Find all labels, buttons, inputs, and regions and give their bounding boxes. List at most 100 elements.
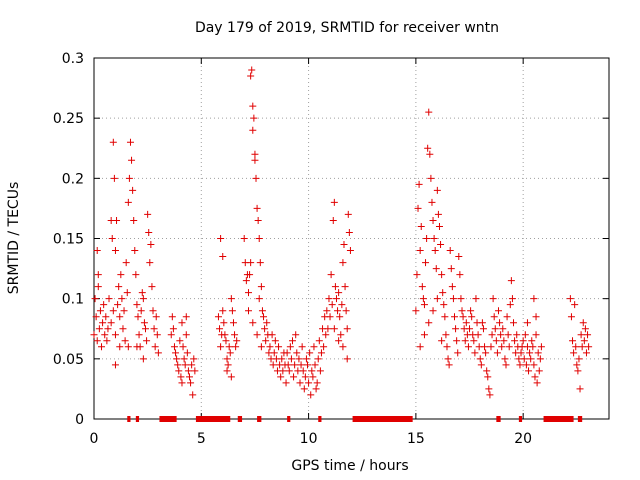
data-point — [168, 313, 176, 321]
data-point — [133, 343, 141, 351]
data-point — [271, 337, 279, 345]
data-point — [420, 331, 428, 339]
data-point — [268, 331, 276, 339]
data-point — [438, 337, 446, 345]
data-point — [335, 289, 343, 297]
data-point — [429, 216, 437, 224]
data-point — [283, 349, 291, 357]
data-point — [337, 331, 345, 339]
data-point — [290, 373, 298, 381]
data-point — [576, 385, 584, 393]
data-point — [262, 337, 270, 345]
data-point — [536, 355, 544, 363]
data-point — [483, 367, 491, 375]
data-point — [249, 319, 257, 327]
data-point — [223, 367, 231, 375]
data-point — [485, 385, 493, 393]
data-point — [497, 331, 505, 339]
data-point — [448, 283, 456, 291]
x-tick-label: 15 — [407, 431, 425, 447]
data-point — [292, 331, 300, 339]
data-point — [479, 325, 487, 333]
data-point — [494, 307, 502, 315]
data-point — [451, 313, 458, 321]
data-point — [180, 355, 188, 363]
data-point — [584, 331, 592, 339]
data-point — [345, 228, 353, 236]
data-point — [533, 379, 541, 387]
data-point — [513, 331, 521, 339]
data-point — [146, 259, 154, 267]
data-point — [226, 349, 234, 357]
data-point — [117, 271, 125, 279]
data-point — [339, 343, 347, 351]
data-point — [326, 313, 334, 321]
data-point — [139, 295, 147, 303]
y-tick-label: 0.15 — [53, 232, 84, 248]
y-axis-title: SRMTID / TECUs — [6, 182, 22, 295]
data-point — [116, 343, 124, 351]
data-point — [567, 313, 575, 321]
data-point — [327, 271, 335, 279]
data-point — [455, 253, 463, 261]
data-point — [440, 301, 448, 309]
data-point — [258, 307, 266, 315]
data-point — [530, 295, 538, 303]
data-point — [129, 186, 137, 194]
data-point — [147, 241, 155, 249]
data-point — [178, 379, 186, 387]
data-point — [491, 325, 499, 333]
data-point — [492, 337, 500, 345]
data-point — [414, 204, 422, 212]
data-point — [124, 343, 132, 351]
data-point — [125, 174, 133, 182]
data-point — [249, 102, 257, 110]
data-point — [470, 337, 478, 345]
data-point — [277, 373, 285, 381]
data-point — [121, 337, 129, 345]
data-point — [301, 373, 309, 381]
data-point — [167, 331, 175, 339]
data-point — [339, 259, 347, 267]
data-point — [531, 373, 539, 381]
data-point — [439, 289, 447, 297]
chart-title: Day 179 of 2019, SRMTID for receiver wnt… — [195, 20, 499, 36]
data-point — [143, 337, 151, 345]
x-tick-label: 20 — [514, 431, 532, 447]
data-point — [227, 295, 235, 303]
data-point — [173, 355, 181, 363]
data-point — [528, 337, 536, 345]
data-point — [489, 295, 497, 303]
data-point — [511, 337, 519, 345]
data-point — [105, 295, 113, 303]
data-point — [422, 259, 430, 267]
data-point — [316, 367, 324, 375]
data-point — [145, 228, 153, 236]
data-point — [582, 349, 590, 357]
data-point — [91, 295, 99, 303]
data-point — [461, 337, 469, 345]
data-point — [526, 349, 534, 357]
data-point — [151, 343, 159, 351]
data-point — [341, 283, 349, 291]
x-tick-label: 10 — [300, 431, 318, 447]
data-point — [255, 295, 263, 303]
data-point — [135, 331, 143, 339]
data-point — [508, 295, 516, 303]
data-point — [502, 361, 510, 369]
data-point — [118, 295, 126, 303]
data-point — [107, 319, 115, 327]
data-point — [183, 349, 191, 357]
data-point — [456, 271, 464, 279]
data-point — [170, 343, 178, 351]
data-point — [453, 337, 461, 345]
data-point — [493, 349, 501, 357]
data-point — [182, 313, 190, 321]
data-point — [187, 379, 195, 387]
data-point — [342, 307, 350, 315]
data-point — [261, 325, 269, 333]
data-point — [126, 138, 134, 146]
data-point — [532, 313, 540, 321]
data-point — [496, 319, 504, 327]
